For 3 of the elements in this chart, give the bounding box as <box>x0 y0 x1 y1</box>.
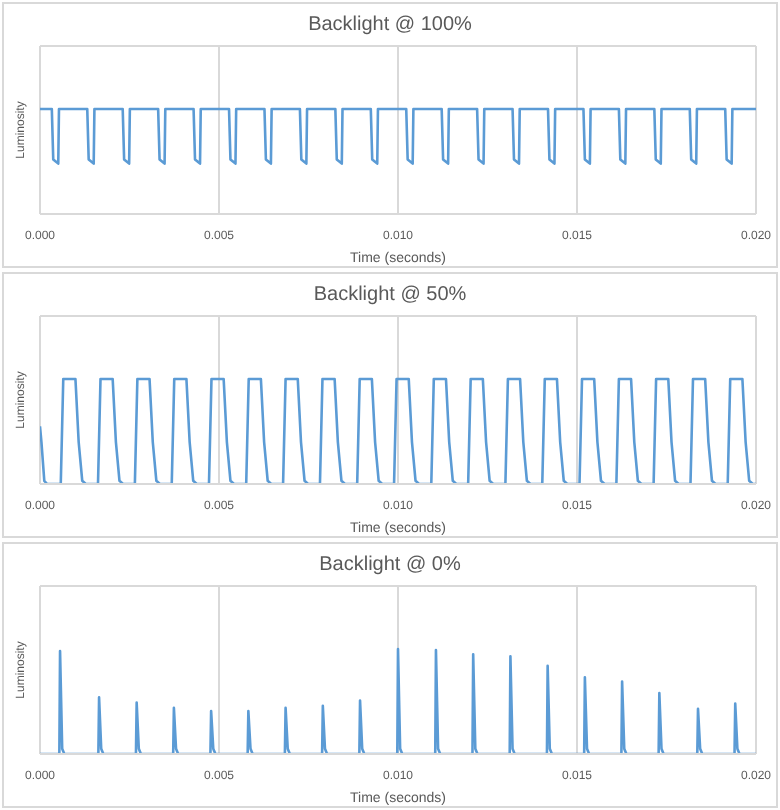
chart-title: Backlight @ 100% <box>306 12 474 38</box>
chart-title: Backlight @ 50% <box>311 282 469 308</box>
chart-title: Backlight @ 0% <box>317 552 463 578</box>
